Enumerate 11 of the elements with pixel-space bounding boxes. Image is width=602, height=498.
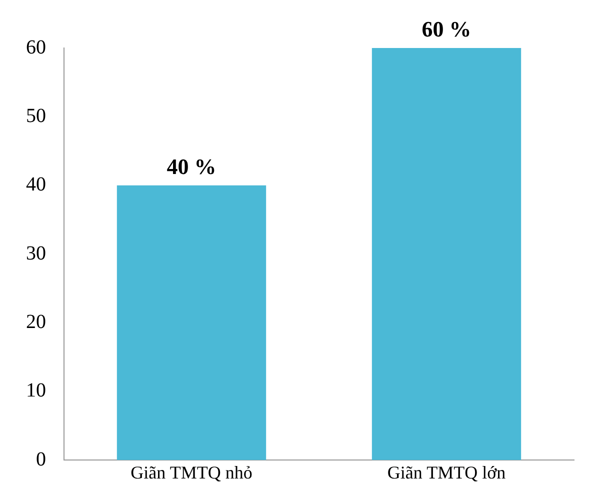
y-tick-label: 30	[26, 242, 46, 264]
x-tick-label: Giãn TMTQ nhỏ	[130, 462, 252, 483]
x-tick-label: Giãn TMTQ lớn	[387, 462, 506, 483]
y-tick-label: 60	[26, 36, 46, 58]
data-label: 60 %	[422, 16, 472, 42]
y-tick-label: 50	[26, 104, 46, 127]
data-label: 40 %	[166, 154, 216, 180]
y-tick-label: 0	[36, 448, 46, 470]
y-tick-label: 40	[26, 174, 46, 196]
y-tick-label: 10	[26, 380, 46, 402]
y-tick-label: 20	[26, 310, 46, 333]
